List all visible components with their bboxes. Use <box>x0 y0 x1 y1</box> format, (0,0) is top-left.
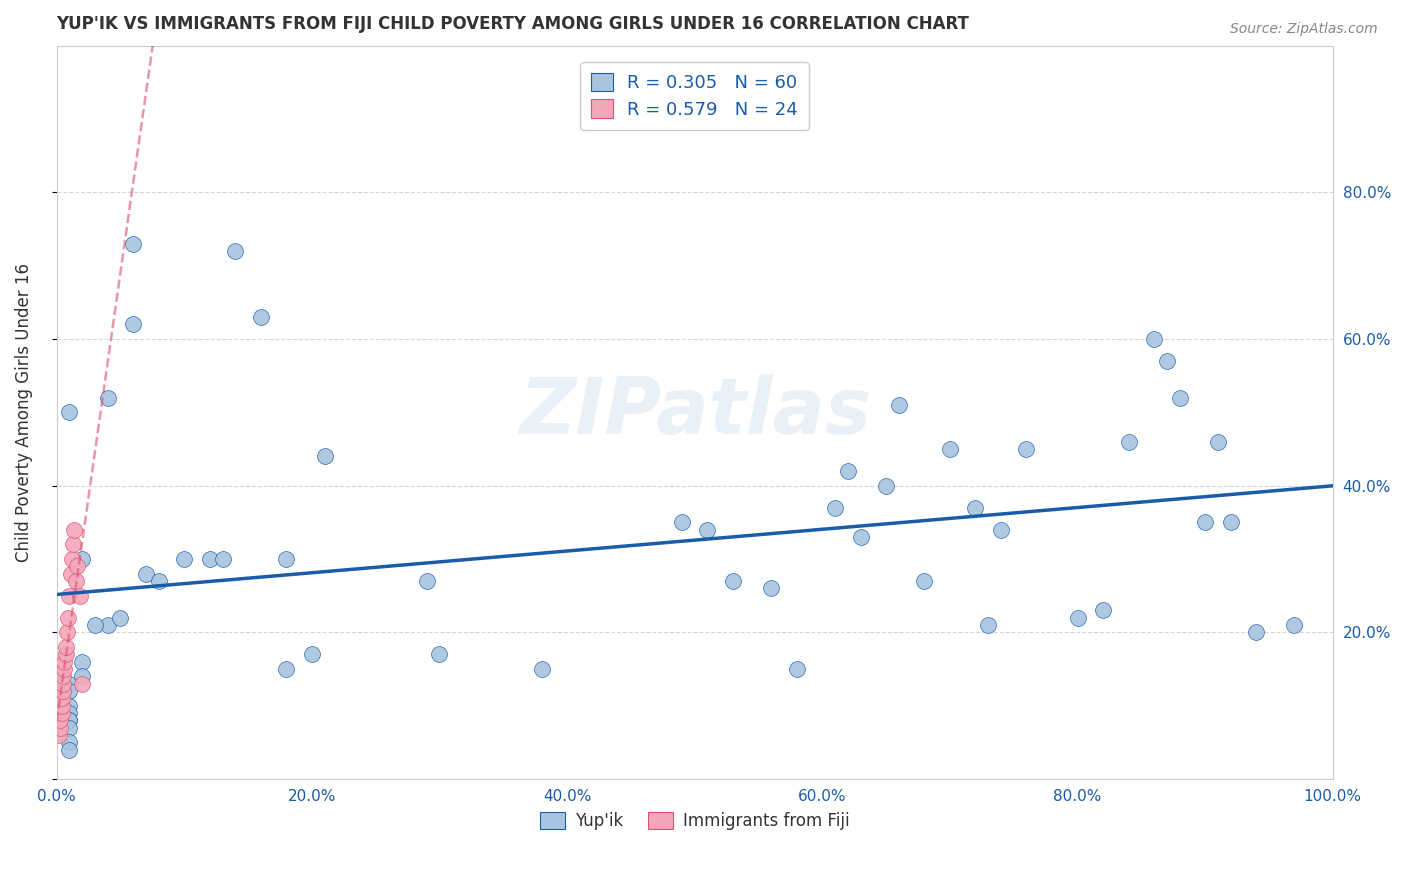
Point <box>52 684 75 698</box>
Point <box>1219 516 1241 530</box>
Point <box>58 721 80 735</box>
Point <box>58 713 80 727</box>
Text: ZIPatlas: ZIPatlas <box>519 375 870 450</box>
Point <box>276 662 298 676</box>
Point <box>1092 603 1115 617</box>
Point <box>97 391 120 405</box>
Point <box>1066 610 1088 624</box>
Point <box>696 523 718 537</box>
Point <box>875 478 897 492</box>
Point <box>824 500 846 515</box>
Point <box>83 618 105 632</box>
Point <box>56 610 79 624</box>
Point <box>173 552 195 566</box>
Y-axis label: Child Poverty Among Girls Under 16: Child Poverty Among Girls Under 16 <box>15 263 32 562</box>
Point <box>52 669 75 683</box>
Point <box>48 728 70 742</box>
Point <box>56 625 79 640</box>
Point <box>55 647 77 661</box>
Point <box>49 721 72 735</box>
Point <box>51 691 73 706</box>
Point <box>939 442 962 456</box>
Text: Source: ZipAtlas.com: Source: ZipAtlas.com <box>1230 22 1378 37</box>
Point <box>51 706 73 720</box>
Point <box>1194 516 1216 530</box>
Point <box>211 552 233 566</box>
Point <box>887 398 910 412</box>
Point <box>58 742 80 756</box>
Point <box>224 244 246 258</box>
Point <box>58 698 80 713</box>
Point <box>58 706 80 720</box>
Point <box>135 566 157 581</box>
Point <box>761 581 783 595</box>
Point <box>55 640 77 654</box>
Point <box>1168 391 1191 405</box>
Point <box>70 669 93 683</box>
Point <box>1156 354 1178 368</box>
Point <box>63 523 86 537</box>
Point <box>65 574 87 588</box>
Point <box>786 662 808 676</box>
Point <box>69 589 91 603</box>
Point <box>249 310 271 324</box>
Point <box>912 574 935 588</box>
Point <box>58 735 80 749</box>
Point <box>59 566 82 581</box>
Point <box>415 574 437 588</box>
Point <box>1118 434 1140 449</box>
Point <box>530 662 553 676</box>
Point <box>58 405 80 419</box>
Point <box>1015 442 1038 456</box>
Point <box>301 647 323 661</box>
Legend: Yup'ik, Immigrants from Fiji: Yup'ik, Immigrants from Fiji <box>533 805 856 837</box>
Point <box>837 464 859 478</box>
Point <box>429 647 451 661</box>
Text: YUP'IK VS IMMIGRANTS FROM FIJI CHILD POVERTY AMONG GIRLS UNDER 16 CORRELATION CH: YUP'IK VS IMMIGRANTS FROM FIJI CHILD POV… <box>56 15 970 33</box>
Point <box>990 523 1012 537</box>
Point <box>1244 625 1267 640</box>
Point <box>58 684 80 698</box>
Point <box>58 713 80 727</box>
Point <box>721 574 744 588</box>
Point <box>1143 332 1166 346</box>
Point <box>66 559 89 574</box>
Point <box>1284 618 1306 632</box>
Point <box>314 450 336 464</box>
Point <box>97 618 120 632</box>
Point <box>965 500 987 515</box>
Point <box>1206 434 1229 449</box>
Point <box>671 516 693 530</box>
Point <box>70 552 93 566</box>
Point <box>70 676 93 690</box>
Point <box>58 676 80 690</box>
Point <box>849 530 872 544</box>
Point <box>53 662 76 676</box>
Point <box>977 618 1000 632</box>
Point <box>49 713 72 727</box>
Point <box>122 318 145 332</box>
Point <box>122 236 145 251</box>
Point <box>62 537 84 551</box>
Point <box>276 552 298 566</box>
Point <box>53 655 76 669</box>
Point <box>198 552 221 566</box>
Point <box>52 676 75 690</box>
Point <box>70 655 93 669</box>
Point <box>148 574 170 588</box>
Point <box>110 610 132 624</box>
Point <box>58 589 80 603</box>
Point <box>60 552 83 566</box>
Point <box>51 698 73 713</box>
